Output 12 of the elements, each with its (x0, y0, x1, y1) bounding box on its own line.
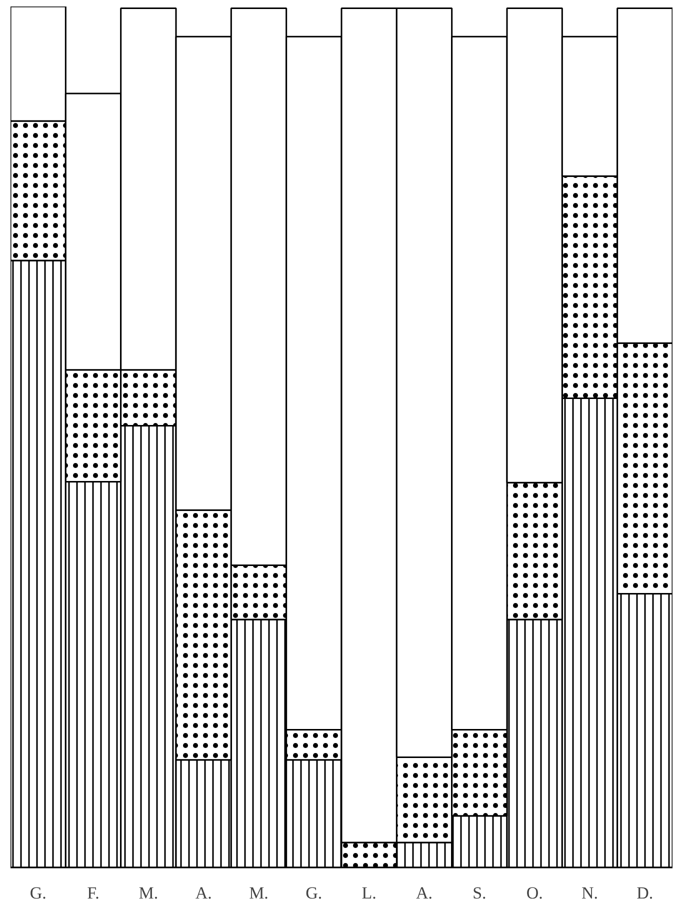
x-tick-label: N. (581, 884, 598, 902)
x-tick-label: G. (30, 884, 46, 902)
x-tick-label: F. (87, 884, 100, 902)
x-tick-label: A. (416, 884, 433, 902)
x-tick-label: S. (472, 884, 486, 902)
x-tick-label: D. (636, 884, 654, 902)
x-tick-label: A. (195, 884, 212, 902)
x-tick-label: M. (138, 884, 158, 902)
x-tick-label: L. (362, 884, 376, 902)
x-tick-label: O. (526, 884, 543, 902)
x-tick-label: M. (249, 884, 268, 902)
x-tick-label: G. (306, 884, 322, 902)
